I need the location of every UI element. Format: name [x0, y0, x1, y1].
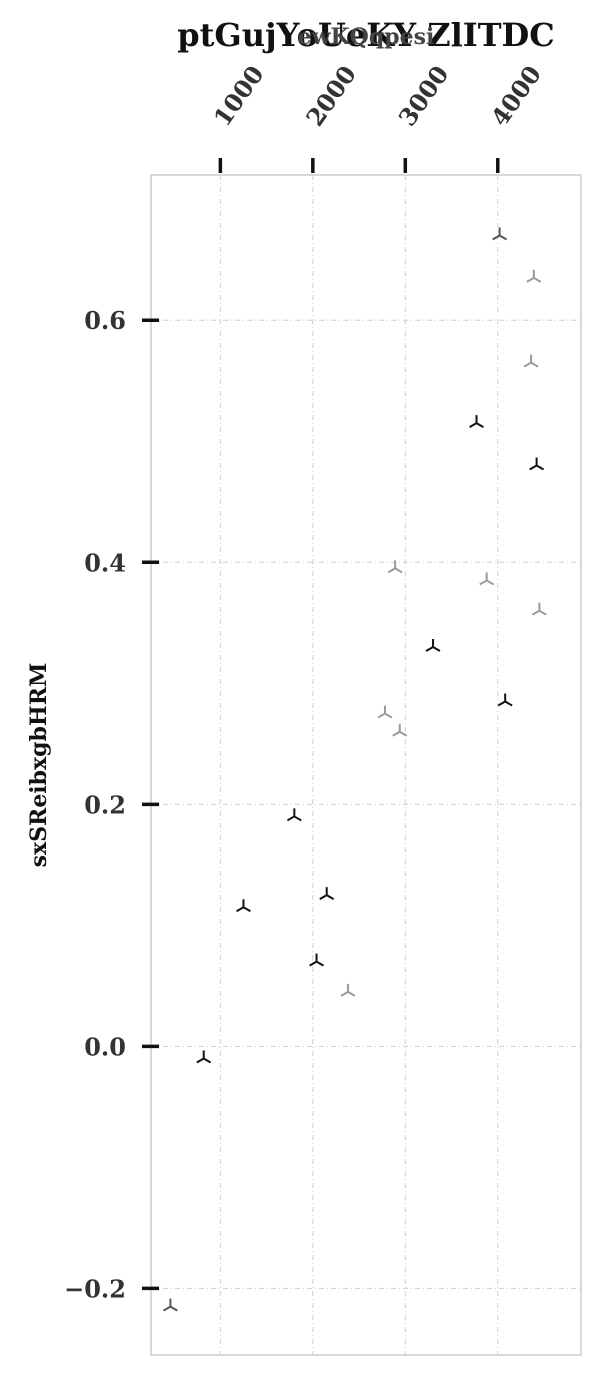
- data-point: [479, 572, 495, 586]
- x-tick-label: 4000: [485, 60, 547, 131]
- x-axis-label: ewKQqpesi: [298, 24, 435, 50]
- data-point: [196, 1050, 212, 1064]
- x-tick-label: 3000: [392, 60, 454, 131]
- data-point: [236, 899, 251, 913]
- y-tick-label: 0.4: [84, 548, 126, 577]
- data-point: [531, 602, 547, 616]
- x-tick-label: 2000: [300, 60, 362, 131]
- data-point: [319, 887, 335, 900]
- data-point: [529, 457, 545, 471]
- chart-title: ptGujYoUeKY ZlITDC: [177, 16, 554, 54]
- data-point: [340, 983, 356, 997]
- y-tick-label: 0.2: [84, 790, 126, 819]
- data-point: [497, 693, 513, 707]
- data-points: [162, 227, 547, 1312]
- data-point: [392, 723, 408, 737]
- y-tick-label: 0.6: [84, 306, 126, 335]
- y-tick-label: 0.0: [84, 1032, 126, 1061]
- data-point: [492, 227, 508, 241]
- data-point: [377, 705, 393, 719]
- data-point: [469, 415, 484, 428]
- y-tick-label: −0.2: [64, 1274, 126, 1303]
- x-tick-label: 1000: [208, 60, 270, 131]
- y-axis-label: sxSReibxgbHRM: [26, 663, 52, 868]
- data-point: [286, 808, 302, 822]
- x-axis-ticks: 1000 2000 3000 4000: [208, 60, 547, 173]
- data-point: [425, 639, 441, 652]
- grid-lines: [151, 175, 581, 1355]
- data-point: [309, 953, 324, 967]
- data-point: [526, 269, 542, 283]
- y-axis-ticks: −0.2 0.0 0.2 0.4 0.6: [64, 306, 159, 1303]
- data-point: [387, 560, 403, 574]
- data-point: [162, 1298, 178, 1312]
- plot-frame: [150, 174, 582, 1356]
- data-point: [523, 354, 539, 368]
